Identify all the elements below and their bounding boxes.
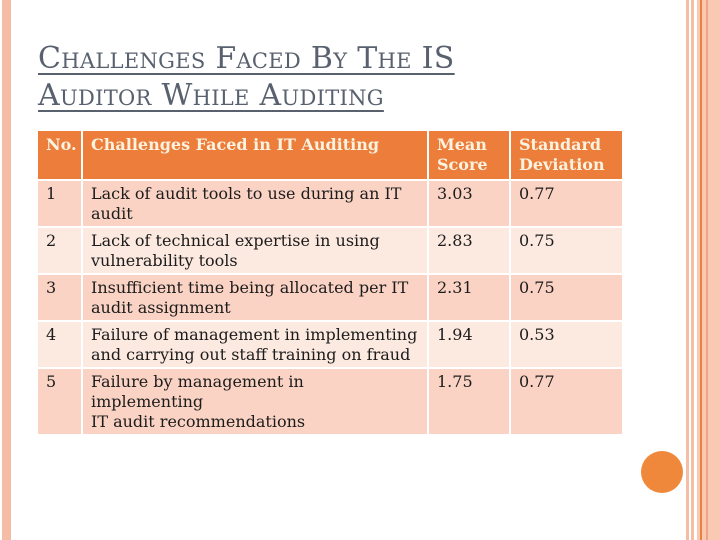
table-row: 3 Insufficient time being allocated per … xyxy=(36,273,624,322)
table-row: 1 Lack of audit tools to use during an I… xyxy=(36,179,624,228)
table-row: 2 Lack of technical expertise in using v… xyxy=(36,226,624,275)
col-header-no: No. xyxy=(36,129,83,181)
col-header-challenge: Challenges Faced in IT Auditing xyxy=(81,129,429,181)
row-number-cell: 5 xyxy=(36,367,83,436)
challenge-cell: Lack of audit tools to use during an IT … xyxy=(81,179,429,228)
mean-score-cell: 1.75 xyxy=(427,367,511,436)
challenges-table: No. Challenges Faced in IT Auditing Mean… xyxy=(36,129,624,436)
challenge-cell: Lack of technical expertise in using vul… xyxy=(81,226,429,275)
std-deviation-cell: 0.53 xyxy=(509,320,624,369)
mean-score-cell: 2.31 xyxy=(427,273,511,322)
challenge-cell: Failure of management in implementing an… xyxy=(81,320,429,369)
right-border-stripe-thin xyxy=(691,0,694,540)
challenge-cell: Failure by management in implementing IT… xyxy=(81,367,429,436)
accent-circle-decoration xyxy=(641,451,683,493)
slide-title-line1: Challenges Faced By The IS xyxy=(38,41,455,76)
right-border-stripe-mid xyxy=(706,0,708,540)
left-border-stripe xyxy=(2,0,11,540)
challenge-cell: Insufficient time being allocated per IT… xyxy=(81,273,429,322)
slide-title-line2: Auditor While Auditing xyxy=(38,78,384,113)
col-header-std-deviation: Standard Deviation xyxy=(509,129,624,181)
std-deviation-cell: 0.75 xyxy=(509,273,624,322)
mean-score-cell: 3.03 xyxy=(427,179,511,228)
std-deviation-cell: 0.77 xyxy=(509,367,624,436)
slide-title: Challenges Faced By The IS Auditor While… xyxy=(38,40,638,114)
right-border-stripe-wide xyxy=(697,0,720,540)
table-row: 5 Failure by management in implementing … xyxy=(36,367,624,436)
right-border-stripe-thin xyxy=(686,0,689,540)
table-header-row: No. Challenges Faced in IT Auditing Mean… xyxy=(36,129,624,181)
row-number-cell: 4 xyxy=(36,320,83,369)
mean-score-cell: 1.94 xyxy=(427,320,511,369)
mean-score-cell: 2.83 xyxy=(427,226,511,275)
std-deviation-cell: 0.77 xyxy=(509,179,624,228)
table-row: 4 Failure of management in implementing … xyxy=(36,320,624,369)
row-number-cell: 2 xyxy=(36,226,83,275)
std-deviation-cell: 0.75 xyxy=(509,226,624,275)
right-border-stripe-dark xyxy=(700,0,702,540)
row-number-cell: 1 xyxy=(36,179,83,228)
col-header-mean-score: Mean Score xyxy=(427,129,511,181)
row-number-cell: 3 xyxy=(36,273,83,322)
